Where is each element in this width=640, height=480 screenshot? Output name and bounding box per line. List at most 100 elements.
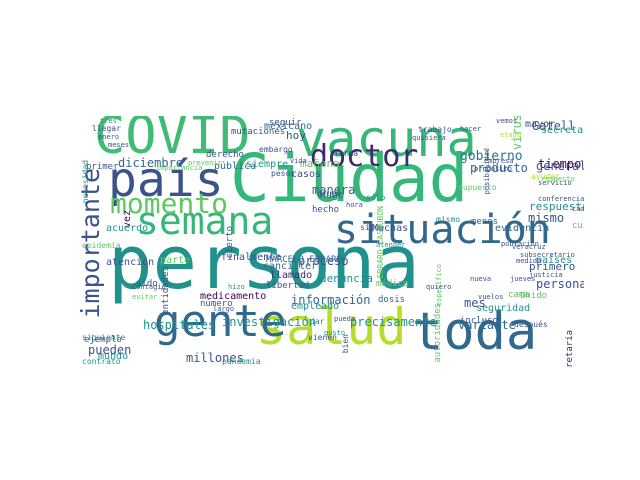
cloud-word: primer — [86, 162, 119, 172]
cloud-word: quisiera — [412, 134, 446, 142]
cloud-word: mañana — [300, 157, 340, 170]
cloud-word: situación — [334, 207, 551, 253]
cloud-word: vacuna — [296, 116, 477, 168]
cloud-word: tiempo — [538, 157, 582, 171]
cloud-word: personal — [536, 277, 584, 291]
cloud-word: meses — [108, 141, 130, 149]
cloud-word: producto — [470, 161, 528, 175]
cloud-word: gobierno — [460, 149, 523, 164]
cloud-word: mismo — [436, 215, 461, 224]
cloud-word: seguridad — [476, 303, 531, 314]
cloud-word: mayor — [525, 119, 556, 130]
cloud-word: evitar — [132, 293, 158, 301]
cloud-word: epidemia — [82, 241, 121, 250]
cloud-word: vemos — [496, 117, 518, 125]
cloud-word: vida — [290, 157, 307, 165]
cloud-word: propósito — [474, 165, 512, 173]
cloud-word: empresa — [484, 157, 514, 165]
cloud-word: pueda — [334, 315, 356, 323]
word-cloud: persona Ciudad COVID vacuna país salud toda sem… — [80, 116, 584, 368]
cloud-word: atención — [106, 257, 155, 268]
cloud-word: sólo — [366, 193, 386, 202]
cloud-word: toda — [412, 302, 538, 362]
cloud-word: dar — [310, 317, 325, 326]
cloud-word: Secretaría — [565, 330, 575, 368]
cloud-word: seguir — [269, 118, 302, 128]
cloud-word: Muchas — [372, 223, 409, 234]
cloud-word: trabajo — [418, 125, 452, 134]
cloud-word: tres — [100, 117, 117, 125]
cloud-word: mexicano — [264, 121, 313, 132]
cloud-word: prevenir — [188, 159, 222, 167]
cloud-word: parte — [160, 255, 191, 266]
cloud-word: médico — [376, 279, 409, 289]
cloud-word: COVID — [94, 116, 251, 166]
cloud-word: salud — [256, 298, 407, 356]
cloud-word: respecto — [541, 175, 575, 183]
cloud-word: denuncia — [320, 272, 373, 285]
cloud-word: cierto — [225, 226, 235, 259]
cloud-word: pueden — [88, 343, 132, 357]
cloud-word: llamado — [270, 270, 313, 281]
cloud-word: pesos — [271, 169, 296, 178]
cloud-word: forma — [334, 149, 359, 158]
cloud-word: sigue — [360, 223, 385, 232]
cloud-word: Gatell — [532, 119, 576, 133]
cloud-word: posibilidad — [483, 148, 491, 195]
cloud-word: mundo — [98, 351, 129, 362]
cloud-word: contrato — [82, 357, 121, 366]
cloud-word: Hugo — [320, 190, 345, 201]
cloud-word: pública — [214, 161, 257, 172]
cloud-word: hoy — [286, 129, 306, 142]
cloud-word: necesidad — [81, 160, 90, 204]
cloud-word: secretario — [541, 125, 584, 136]
cloud-word: general — [536, 159, 584, 173]
cloud-word: mes — [464, 296, 486, 310]
cloud-word: subsecretario — [520, 251, 575, 259]
cloud-word: diciembre — [118, 156, 184, 170]
cloud-word: jueves — [510, 275, 536, 283]
cloud-word: autoridades — [433, 303, 443, 363]
cloud-word: cama — [508, 290, 530, 300]
cloud-word: Veracruz — [512, 243, 546, 251]
cloud-word: menos — [471, 217, 499, 227]
cloud-word: Unido — [520, 291, 548, 301]
cloud-word: hora — [346, 201, 363, 209]
cloud-word: país — [108, 152, 224, 208]
cloud-word: acuerdo — [106, 223, 149, 234]
cloud-word: evidencia — [495, 223, 550, 234]
cloud-word: dosis — [378, 295, 406, 305]
cloud-word: casos — [291, 169, 322, 180]
cloud-word: cada — [572, 205, 584, 213]
cloud-word: conferencia — [538, 195, 584, 203]
cloud-word: hospitales — [143, 318, 216, 332]
cloud-word: número — [200, 299, 233, 309]
cloud-word: grupo — [317, 189, 342, 198]
cloud-word: contagio — [132, 283, 166, 291]
cloud-word: incluso — [460, 316, 498, 326]
cloud-word: gente — [154, 296, 287, 347]
cloud-word: mutaciones — [231, 127, 286, 137]
cloud-word: derecho — [206, 150, 244, 160]
cloud-word: cuidado — [572, 221, 584, 231]
cloud-word: específico — [435, 264, 443, 307]
cloud-word: manera — [312, 183, 356, 197]
cloud-word: nueva — [470, 275, 492, 283]
cloud-word: medida — [516, 257, 542, 265]
cloud-word: importancia — [156, 164, 203, 172]
cloud-word: empleado — [291, 301, 340, 312]
cloud-word: vienen — [308, 333, 337, 342]
cloud-word: respuesta — [529, 200, 584, 213]
cloud-word: información — [291, 293, 371, 307]
cloud-word: ayudar — [531, 172, 560, 181]
cloud-word: justicia — [529, 271, 563, 279]
cloud-word: investigación — [222, 315, 316, 329]
cloud-word: supuesto — [458, 183, 497, 192]
cloud-word: siempre — [246, 159, 289, 170]
cloud-word: después — [514, 320, 548, 329]
cloud-word: hecho — [312, 205, 340, 215]
cloud-word: variante — [458, 318, 516, 332]
cloud-word: precisamente — [350, 315, 437, 329]
cloud-word: MARCELO EBRARD — [266, 255, 342, 265]
cloud-word: persona — [108, 220, 420, 306]
